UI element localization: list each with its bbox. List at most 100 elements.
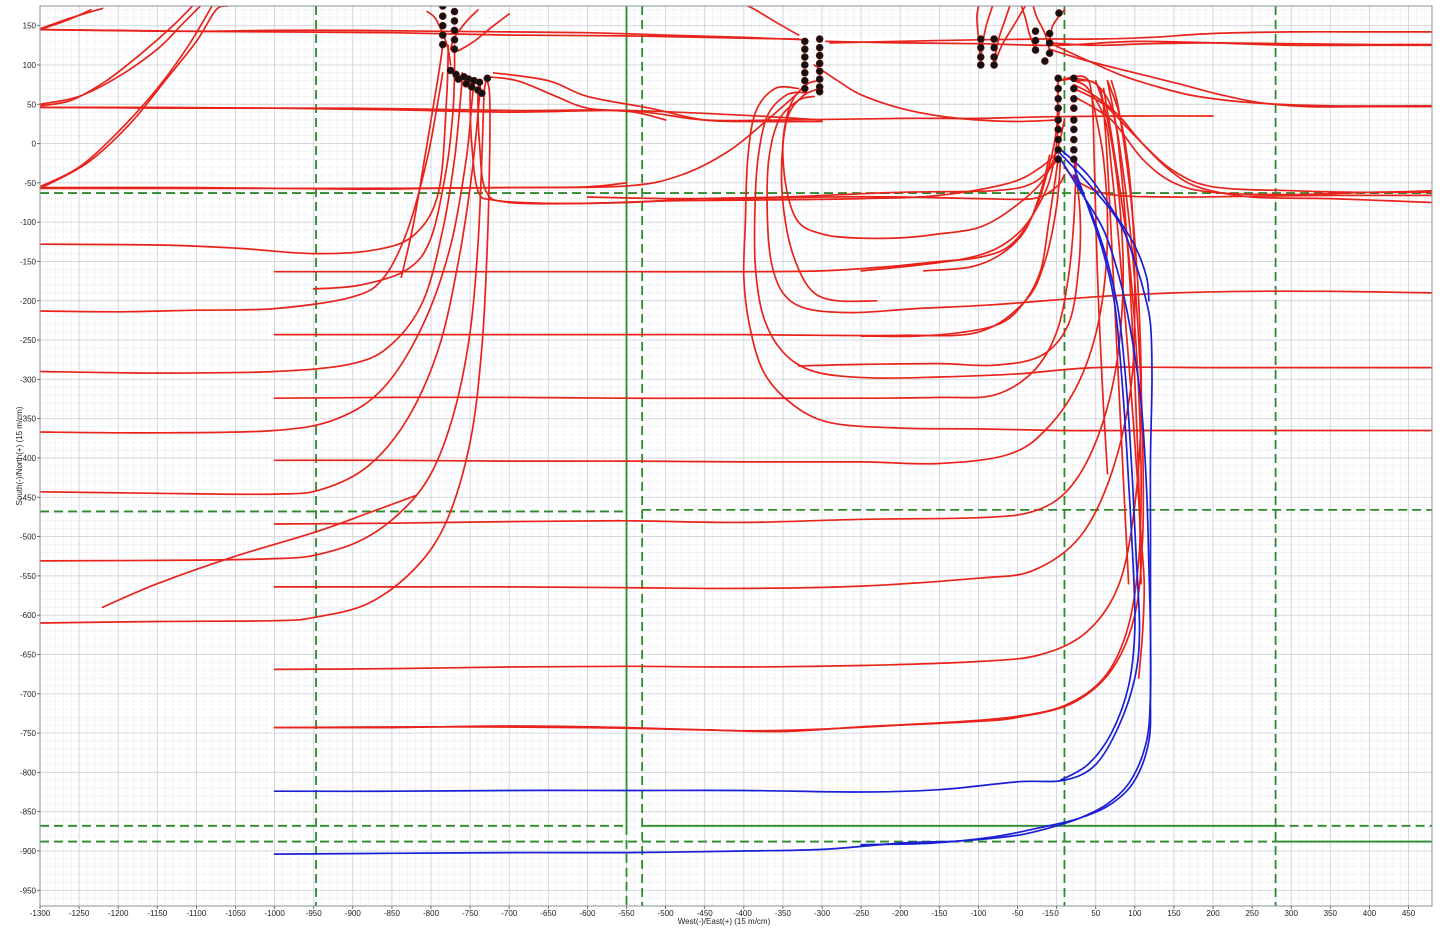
x-tick-label: -600: [579, 909, 596, 918]
subject-well-trajectory: [1059, 166, 1136, 782]
surface-location-marker: [450, 26, 459, 35]
surface-location-marker: [801, 45, 809, 54]
offset-well-trajectory: [40, 6, 194, 107]
offset-well-trajectory: [780, 87, 878, 303]
x-tick-label: -1250: [69, 909, 90, 918]
surface-location-marker: [990, 53, 998, 61]
minor-grid: [40, 6, 1433, 907]
x-tick-label: -350: [775, 909, 792, 918]
x-tick-label: -850: [384, 909, 401, 918]
surface-location-marker: [1054, 94, 1062, 103]
surface-location-marker: [1054, 125, 1062, 134]
y-tick-label: -950: [20, 886, 37, 895]
x-tick-label: -200: [892, 909, 909, 918]
surface-location-marker: [1054, 135, 1062, 144]
x-tick-label: -1200: [108, 909, 129, 918]
offset-well-trajectory: [828, 30, 1432, 44]
surface-location-marker: [801, 76, 809, 85]
subject-well-trajectory: [273, 174, 1141, 793]
x-tick-label: -900: [345, 909, 362, 918]
y-tick-label: -250: [20, 336, 37, 345]
surface-location-marker: [438, 12, 447, 21]
y-tick-label: -350: [20, 415, 37, 424]
offset-well-trajectory: [40, 79, 475, 434]
offset-well-trajectory: [1072, 87, 1432, 204]
surface-location-marker: [450, 17, 459, 25]
surface-location-marker: [1045, 49, 1054, 57]
x-tick-label: 50: [1091, 909, 1100, 918]
offset-well-trajectory: [40, 44, 450, 255]
offset-well-trajectory: [273, 79, 1060, 273]
lease-lines: [40, 6, 1432, 906]
surface-location-marker: [815, 51, 824, 60]
surface-location-marker: [438, 40, 447, 49]
x-tick-label: 200: [1206, 909, 1220, 918]
offset-well-trajectory: [813, 64, 1058, 123]
x-tick-label: -150: [931, 909, 948, 918]
surface-location-marker: [475, 78, 484, 87]
surface-location-marker: [815, 35, 824, 43]
surface-location-marker: [1055, 9, 1063, 17]
surface-location-marker: [1045, 39, 1054, 47]
surface-location-marker: [467, 83, 476, 91]
offset-well-trajectory: [781, 79, 1066, 240]
surface-location-marker: [1070, 104, 1078, 112]
offset-well-trajectory: [40, 28, 808, 41]
offset-well-trajectory: [1057, 77, 1130, 585]
surface-location-marker: [1070, 135, 1078, 144]
x-tick-label: -400: [736, 909, 753, 918]
subject-well-trajectory: [1057, 146, 1150, 302]
surface-location-marker: [1070, 94, 1078, 103]
x-tick-label: 100: [1128, 909, 1142, 918]
subject-well-trajectory: [273, 154, 1152, 855]
surface-location-marker: [976, 35, 985, 43]
surface-location-marker: [990, 61, 998, 69]
plot-frame: [39, 5, 1433, 907]
x-tick-label: -15: [1042, 909, 1054, 918]
major-grid: [39, 6, 1432, 906]
x-tick-label: -650: [540, 909, 557, 918]
x-tick-label: -950: [306, 909, 323, 918]
x-tick-label: 0: [1054, 909, 1059, 918]
surface-location-marker: [1070, 84, 1078, 93]
surface-location-marker: [483, 74, 492, 83]
x-axis-title: West(-)/East(+) (15 m/cm): [678, 917, 771, 926]
x-tick-label: -50: [1012, 909, 1024, 918]
surface-location-marker: [438, 21, 447, 30]
offset-well-trajectory: [40, 71, 464, 374]
y-tick-label: 150: [23, 22, 37, 31]
surface-location-marker: [438, 31, 447, 39]
surface-location-marker: [976, 53, 985, 61]
subject-wells: [273, 146, 1153, 855]
y-tick-label: -650: [20, 650, 37, 659]
offset-well-trajectory: [273, 79, 1143, 671]
y-tick-label: -550: [20, 572, 37, 581]
surface-location-marker: [976, 43, 985, 52]
surface-location-marker: [990, 43, 998, 52]
y-tick-label: -600: [20, 611, 37, 620]
surface-location-marker: [1054, 146, 1062, 154]
surface-location-marker: [450, 35, 459, 44]
x-tick-label: 250: [1245, 909, 1259, 918]
surface-location-marker: [1054, 116, 1062, 124]
y-tick-label: -200: [20, 297, 37, 306]
surface-location-marker: [1070, 155, 1078, 164]
offset-well-trajectory: [101, 494, 417, 609]
y-tick-label: 50: [27, 100, 36, 109]
x-tick-label: -700: [501, 909, 518, 918]
offset-well-trajectory: [40, 71, 444, 313]
x-tick-label: -100: [970, 909, 987, 918]
surface-location-marker: [801, 53, 809, 61]
y-tick-label: -300: [20, 375, 37, 384]
surface-location-marker: [1045, 29, 1054, 38]
surface-location-marker: [438, 6, 447, 10]
y-tick-label: -50: [24, 179, 36, 188]
x-tick-label: -1050: [225, 909, 246, 918]
surface-location-marker: [1070, 74, 1078, 83]
x-tick-label: 400: [1363, 909, 1377, 918]
x-tick-label: -1100: [186, 909, 206, 918]
y-tick-label: -900: [20, 847, 37, 856]
offset-well-trajectory: [922, 154, 1051, 272]
offset-well-trajectory: [469, 79, 1060, 205]
